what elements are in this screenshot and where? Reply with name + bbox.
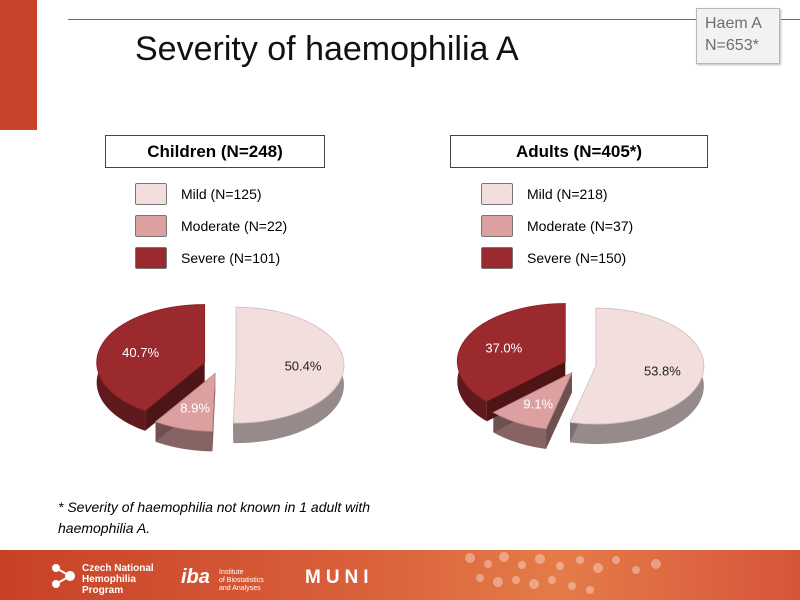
header-rule [68, 19, 800, 20]
pie-slice-side-severe [145, 362, 205, 431]
logo-text-line: Hemophilia [82, 574, 136, 585]
legend-label: Severe (N=150) [527, 250, 627, 266]
footnote: * Severity of haemophilia not known in 1… [58, 499, 371, 536]
iba-logo-mark: iba [181, 566, 210, 588]
children-pie-chart: 50.4% 8.9% 40.7% [96, 304, 345, 452]
hemophilia-program-logo: Czech National Hemophilia Program [82, 563, 154, 596]
legend-label: Mild (N=218) [527, 186, 608, 202]
legend-swatch-severe [135, 247, 167, 269]
badge-line-2: N=653* [705, 37, 759, 54]
pie-data-label-mild: 50.4% [285, 359, 322, 374]
sample-size-badge: Haem A N=653* [696, 8, 780, 64]
iba-logo-text: Institute of Biostatistics and Analyses [219, 569, 264, 593]
logo-text-line: and Analyses [219, 585, 261, 592]
logo-text-line: Program [82, 585, 124, 596]
legend-label: Moderate (N=37) [527, 218, 634, 234]
pie-slice-mild [569, 307, 705, 425]
decorative-dots-pattern [465, 552, 661, 594]
badge-line-1: Haem A [705, 15, 762, 32]
adults-chart-title: Adults (N=405*) [450, 135, 708, 168]
muni-logo: MUNI [305, 567, 374, 588]
pie-data-label-moderate: 8.9% [180, 401, 210, 416]
legend-swatch-mild [481, 183, 513, 205]
pie-slice-moderate [492, 371, 573, 430]
legend-swatch-mild [135, 183, 167, 205]
logo-text-line: of Biostatistics [219, 577, 264, 584]
legend-label: Severe (N=101) [181, 250, 281, 266]
logo-text-line: Czech National [82, 563, 154, 574]
legend-swatch-moderate [135, 215, 167, 237]
pie-data-label-mild: 53.8% [644, 363, 681, 378]
legend-label: Mild (N=125) [181, 186, 262, 202]
legend-swatch-moderate [481, 215, 513, 237]
children-chart-title: Children (N=248) [105, 135, 325, 168]
legend-label: Moderate (N=22) [181, 218, 288, 234]
adults-pie-chart: 53.8% 9.1% 37.0% [456, 303, 705, 449]
footer-bar [0, 550, 800, 600]
pie-slice-severe [456, 303, 566, 402]
pie-slice-mild [232, 306, 345, 424]
pie-data-label-severe: 37.0% [485, 340, 522, 355]
page-title: Severity of haemophilia A [135, 30, 519, 68]
pie-slice-moderate [154, 372, 216, 432]
logo-text-line: Institute [219, 569, 244, 576]
hemophilia-program-logo-icon [52, 564, 75, 588]
legend-swatch-severe [481, 247, 513, 269]
accent-block [0, 0, 37, 130]
pie-data-label-moderate: 9.1% [523, 397, 553, 412]
pie-data-label-severe: 40.7% [122, 345, 159, 360]
pie-slice-severe [96, 304, 206, 412]
